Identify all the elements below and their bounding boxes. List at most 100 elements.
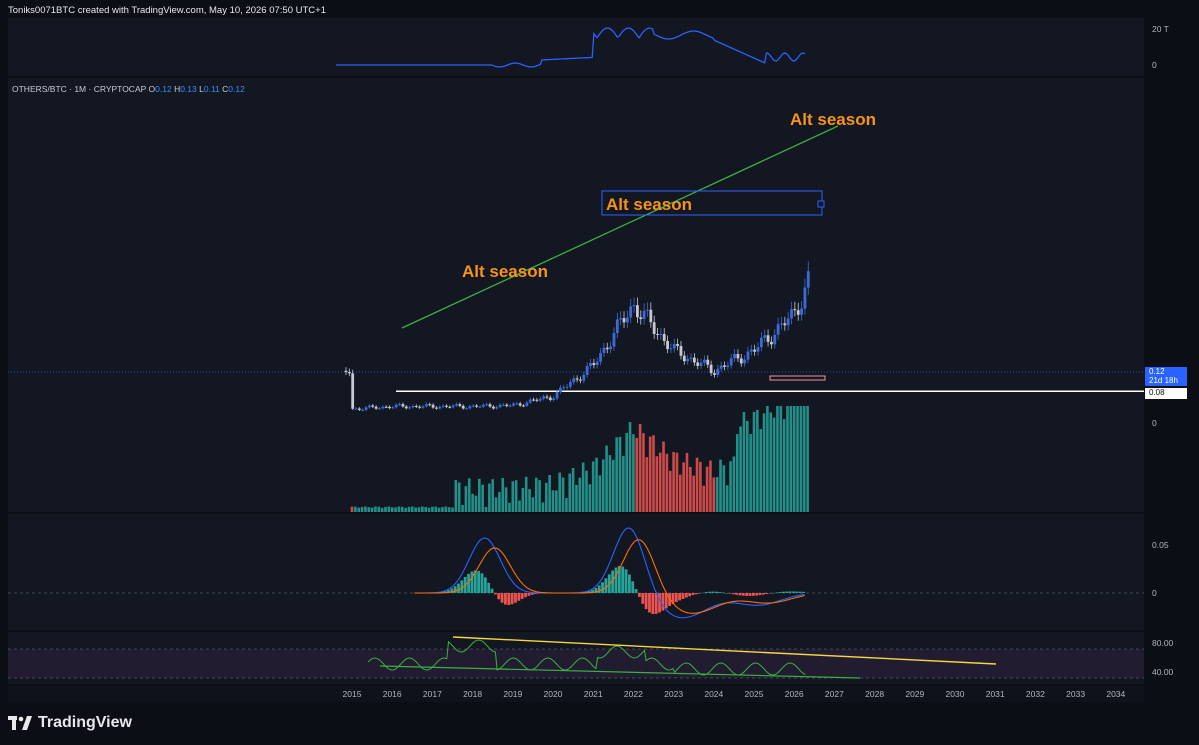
macd-histogram-bar — [761, 593, 765, 595]
macd-axis-label-zero: 0 — [1152, 588, 1157, 598]
last-price-tag[interactable]: 0.12 21d 18h — [1145, 367, 1187, 386]
volume-bar — [802, 406, 806, 512]
volume-bar — [397, 506, 401, 512]
volume-bar — [555, 490, 558, 512]
macd-histogram-bar — [651, 593, 655, 614]
volume-bar — [789, 406, 793, 512]
volume-bar — [514, 480, 518, 512]
candle-body — [803, 287, 807, 309]
candle-body — [796, 310, 800, 315]
time-axis — [8, 686, 1144, 702]
volume-bar — [725, 485, 729, 512]
annotation-alt-season-2018[interactable]: Alt season — [462, 262, 548, 281]
volume-bar — [585, 470, 588, 512]
macd-histogram-bar — [621, 566, 625, 593]
volume-bar — [350, 506, 354, 512]
macd-histogram-bar — [741, 593, 745, 596]
candle-body — [686, 358, 690, 362]
candle-body — [625, 317, 629, 323]
top-axis-label-zero: 0 — [1152, 60, 1157, 70]
annotation-alt-season-2021[interactable]: Alt season — [606, 195, 692, 214]
x-tick-label: 2019 — [503, 689, 523, 699]
candle-body — [793, 309, 797, 311]
volume-bar — [638, 424, 642, 512]
macd-histogram-bar — [624, 569, 628, 593]
candle-body — [411, 405, 415, 408]
candle-body — [689, 357, 693, 359]
volume-bar — [581, 462, 585, 512]
candle-body — [438, 406, 442, 409]
candle-body — [656, 333, 659, 335]
x-tick-label: 2028 — [865, 689, 885, 699]
candle-body — [445, 405, 448, 407]
volume-bar — [404, 507, 407, 512]
support-price-tag[interactable]: 0.08 — [1145, 388, 1187, 399]
macd-histogram-bar — [758, 593, 762, 596]
candle-body — [703, 359, 706, 363]
chart-credit: Toniks0071BTC created with TradingView.c… — [8, 5, 326, 16]
volume-bar — [618, 436, 622, 512]
macd-histogram-bar — [638, 593, 641, 597]
candle-body — [448, 406, 452, 408]
candle-body — [347, 372, 351, 374]
macd-histogram-bar — [751, 593, 755, 596]
volume-bar — [444, 506, 448, 512]
volume-bar — [752, 411, 756, 512]
candle-body — [682, 355, 686, 362]
volume-bar — [451, 507, 454, 512]
macd-histogram-bar — [534, 593, 537, 595]
x-tick-label: 2024 — [704, 689, 724, 699]
volume-bar — [447, 507, 451, 512]
volume-bar — [407, 506, 411, 512]
macd-histogram-bar — [507, 593, 511, 606]
candle-body — [622, 318, 626, 323]
candle-body — [692, 357, 696, 363]
macd-histogram-bar — [524, 593, 527, 598]
macd-histogram-bar — [802, 591, 805, 593]
annotation-alt-season-future[interactable]: Alt season — [790, 110, 876, 129]
candle-body — [451, 405, 455, 408]
macd-histogram-bar — [674, 593, 678, 603]
x-tick-label: 2017 — [422, 689, 442, 699]
candle-body — [431, 404, 435, 408]
volume-bar — [655, 456, 659, 512]
volume-bar — [658, 452, 662, 512]
volume-bar — [762, 413, 766, 512]
candle-body — [401, 404, 405, 407]
volume-bar — [575, 484, 578, 512]
volume-bar — [431, 506, 434, 512]
candle-body — [612, 333, 616, 347]
candle-body — [726, 365, 730, 367]
volume-bar — [494, 497, 498, 512]
volume-bar — [682, 462, 685, 512]
volume-bar — [749, 434, 752, 512]
macd-histogram-bar — [765, 593, 769, 595]
macd-histogram-bar — [798, 591, 802, 593]
volume-bar — [474, 495, 478, 512]
candle-body — [642, 310, 646, 319]
candle-body — [465, 408, 468, 410]
volume-bar — [390, 507, 394, 512]
volume-bar — [488, 483, 491, 512]
candle-body — [676, 343, 680, 347]
volume-bar — [491, 479, 494, 512]
macd-histogram-bar — [470, 571, 474, 593]
open-value: 0.12 — [155, 84, 172, 94]
volume-bar — [642, 433, 645, 512]
close-label: C — [222, 84, 229, 94]
tradingview-logo[interactable]: TradingView — [8, 714, 132, 732]
volume-bar — [719, 459, 722, 512]
volume-bar — [467, 478, 471, 512]
volume-bar — [414, 507, 417, 512]
macd-histogram-bar — [755, 593, 759, 596]
candle-body — [773, 334, 777, 345]
macd-histogram-bar — [792, 591, 795, 593]
x-tick-label: 2022 — [623, 689, 643, 699]
x-tick-label: 2034 — [1106, 689, 1126, 699]
candle-body — [498, 404, 502, 408]
low-label: L — [199, 84, 204, 94]
macd-histogram-bar — [530, 593, 534, 595]
volume-bar — [548, 474, 551, 512]
volume-bar — [605, 445, 608, 512]
candle-body — [542, 396, 546, 399]
